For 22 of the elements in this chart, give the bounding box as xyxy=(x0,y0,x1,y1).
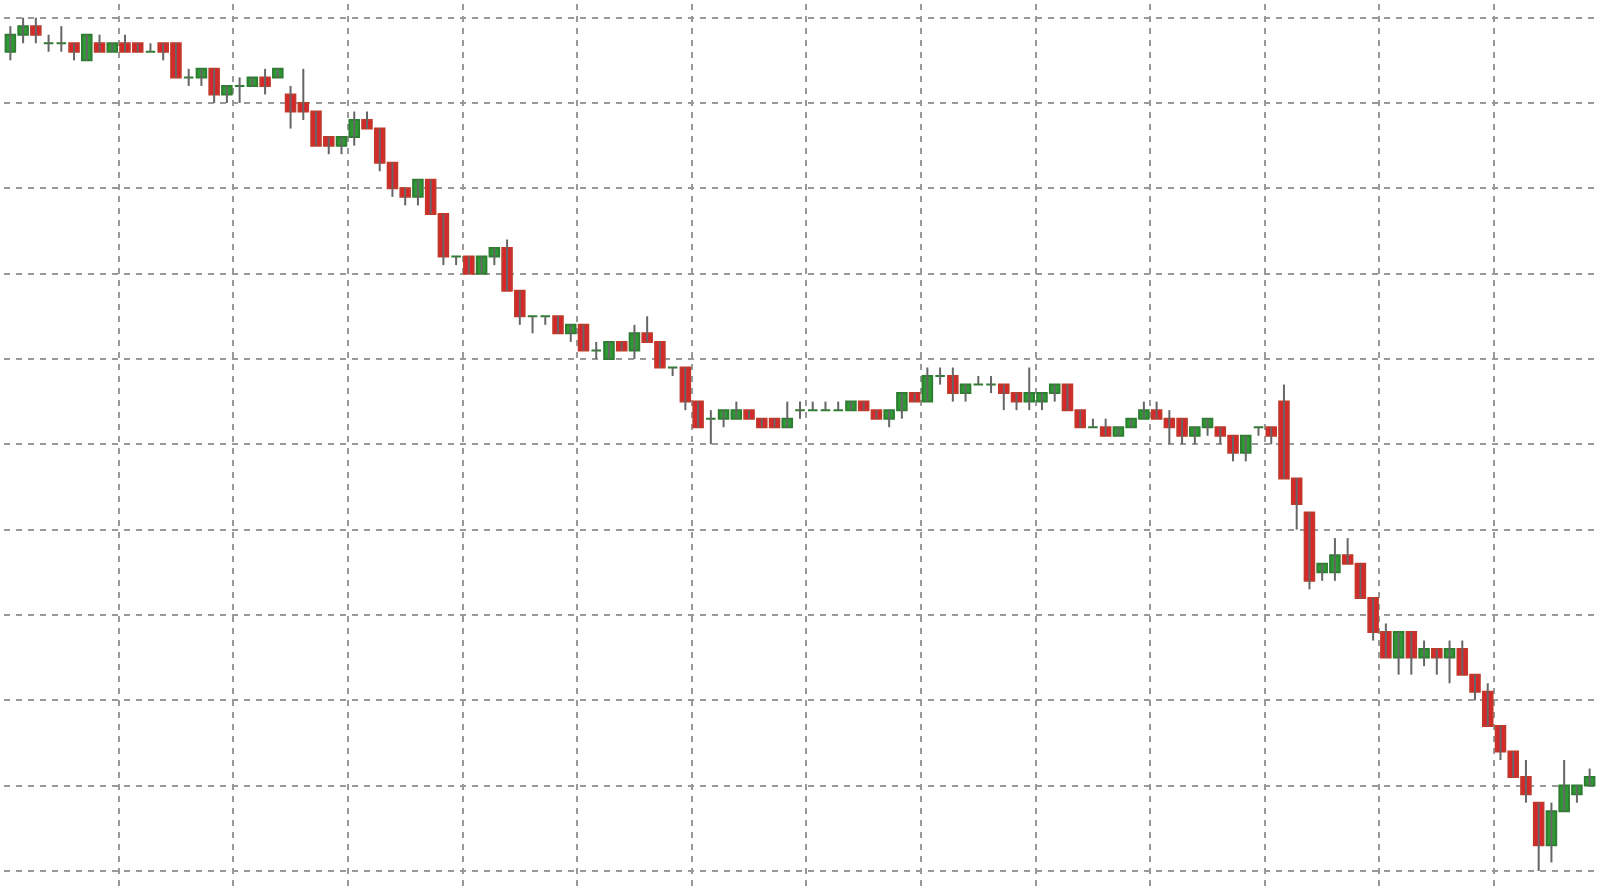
candlestick xyxy=(55,25,68,53)
candlestick xyxy=(68,42,80,62)
candlestick xyxy=(106,42,119,53)
candlestick xyxy=(1418,639,1430,668)
candlestick xyxy=(552,315,564,335)
candlestick xyxy=(539,315,552,326)
candlestick xyxy=(272,67,284,79)
candlestick xyxy=(463,255,475,275)
candlestick xyxy=(908,392,921,403)
candlestick xyxy=(30,16,42,45)
candlestick xyxy=(1252,426,1265,437)
candlestick xyxy=(42,33,55,53)
candlestick xyxy=(81,33,93,62)
candlestick xyxy=(615,340,628,352)
candlestick xyxy=(526,315,539,335)
candlestick xyxy=(1431,648,1443,676)
candlestick xyxy=(144,42,157,53)
candlestick xyxy=(666,366,679,378)
candlestick xyxy=(577,323,590,352)
candlestick xyxy=(259,67,271,96)
candlestick xyxy=(450,255,462,267)
candlestick xyxy=(1087,417,1099,429)
